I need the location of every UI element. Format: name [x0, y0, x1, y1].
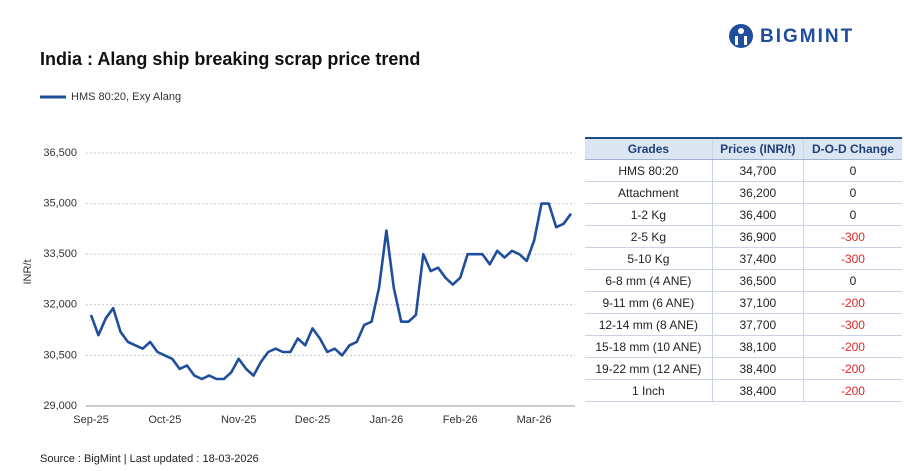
table-cell: 0	[802, 203, 902, 226]
table-cell: -200	[802, 335, 902, 358]
logo-icon	[729, 24, 753, 48]
logo-icon-bar	[735, 36, 738, 45]
table-cell: -200	[802, 291, 902, 314]
table-header: Grades Prices (INR/t) D-O-D Change	[585, 138, 902, 160]
table-cell: 0	[802, 269, 902, 292]
y-tick-label: 33,500	[43, 248, 77, 260]
table-cell: HMS 80:20	[585, 159, 713, 182]
y-tick-label: 30,500	[43, 349, 77, 361]
table-cell: 36,500	[711, 269, 804, 292]
table-row: HMS 80:20 34,700 0	[585, 159, 902, 182]
price-table: Grades Prices (INR/t) D-O-D Change HMS 80:2…	[585, 137, 902, 402]
x-tick-label: Oct-25	[148, 414, 181, 426]
source: Source : BigMint | Last updated : 18-03-…	[40, 453, 259, 465]
table-row: 1-2 Kg 36,400 0	[585, 203, 902, 226]
table-cell: 36,400	[711, 203, 804, 226]
table-cell: 9-11 mm (6 ANE)	[585, 291, 713, 314]
table-row: 1 Inch 38,400 -200	[585, 379, 902, 402]
table-cell: 2-5 Kg	[585, 225, 713, 248]
table-cell: 0	[802, 181, 902, 204]
table-cell: -300	[802, 313, 902, 336]
table-cell: 1 Inch	[585, 379, 713, 402]
line-series	[89, 202, 573, 381]
table-row: 5-10 Kg 37,400 -300	[585, 247, 902, 270]
table-cell: 36,200	[711, 181, 804, 204]
table-cell: 15-18 mm (10 ANE)	[585, 335, 713, 358]
x-tick-label: Nov-25	[221, 414, 256, 426]
table-row: 6-8 mm (4 ANE) 36,500 0	[585, 269, 902, 292]
x-tick-label: Dec-25	[295, 414, 330, 426]
table-cell: Attachment	[585, 181, 713, 204]
logo-icon-dot	[738, 28, 744, 34]
table-row: 19-22 mm (12 ANE) 38,400 -200	[585, 357, 902, 380]
table-cell: 6-8 mm (4 ANE)	[585, 269, 713, 292]
table-cell: 37,400	[711, 247, 804, 270]
y-tick-label: 29,000	[43, 400, 77, 412]
column-header: Prices (INR/t)	[711, 138, 804, 160]
table-cell: -300	[802, 247, 902, 270]
x-tick-label: Mar-26	[517, 414, 552, 426]
table-cell: -300	[802, 225, 902, 248]
table-cell: 38,100	[711, 335, 804, 358]
logo-icon-bar	[744, 36, 747, 45]
table-cell: 37,100	[711, 291, 804, 314]
column-header: D-O-D Change	[802, 138, 902, 160]
y-tick-label: 36,500	[43, 147, 77, 159]
y-tick-label: 35,000	[43, 198, 77, 210]
table-row: 12-14 mm (8 ANE) 37,700 -300	[585, 313, 902, 336]
table-cell: -200	[802, 379, 902, 402]
table-row: Attachment 36,200 0	[585, 181, 902, 204]
table-cell: 38,400	[711, 357, 804, 380]
legend-label: HMS 80:20, Exy Alang	[71, 91, 181, 103]
table-cell: 12-14 mm (8 ANE)	[585, 313, 713, 336]
table-cell: 5-10 Kg	[585, 247, 713, 270]
table-cell: 19-22 mm (12 ANE)	[585, 357, 713, 380]
chart-title: India : Alang ship breaking scrap price …	[40, 49, 420, 69]
x-tick-label: Sep-25	[73, 414, 108, 426]
logo-text: BIGMINT	[760, 26, 854, 47]
table-cell: 34,700	[711, 159, 804, 182]
y-axis-label: INR/t	[22, 259, 34, 284]
x-tick-label: Jan-26	[370, 414, 404, 426]
table-cell: 1-2 Kg	[585, 203, 713, 226]
table-cell: 36,900	[711, 225, 804, 248]
table-row: 15-18 mm (10 ANE) 38,100 -200	[585, 335, 902, 358]
table-cell: 0	[802, 159, 902, 182]
column-header: Grades	[585, 138, 713, 160]
table-cell: 37,700	[711, 313, 804, 336]
table-row: 2-5 Kg 36,900 -300	[585, 225, 902, 248]
y-tick-label: 32,000	[43, 299, 77, 311]
logo: BIGMINT	[729, 24, 854, 48]
x-tick-label: Feb-26	[443, 414, 478, 426]
table-cell: -200	[802, 357, 902, 380]
table-cell: 38,400	[711, 379, 804, 402]
table-row: 9-11 mm (6 ANE) 37,100 -200	[585, 291, 902, 314]
